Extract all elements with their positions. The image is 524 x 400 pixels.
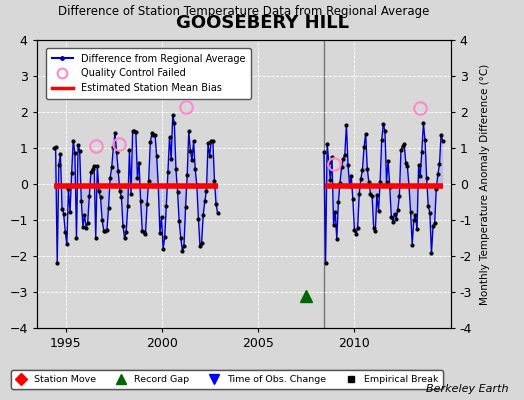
Text: GOOSEBERY HILL: GOOSEBERY HILL: [176, 14, 348, 32]
Title: Difference of Station Temperature Data from Regional Average: Difference of Station Temperature Data f…: [58, 5, 429, 18]
Y-axis label: Monthly Temperature Anomaly Difference (°C): Monthly Temperature Anomaly Difference (…: [481, 63, 490, 305]
Text: Berkeley Earth: Berkeley Earth: [426, 384, 508, 394]
Legend: Station Move, Record Gap, Time of Obs. Change, Empirical Break: Station Move, Record Gap, Time of Obs. C…: [11, 370, 443, 389]
